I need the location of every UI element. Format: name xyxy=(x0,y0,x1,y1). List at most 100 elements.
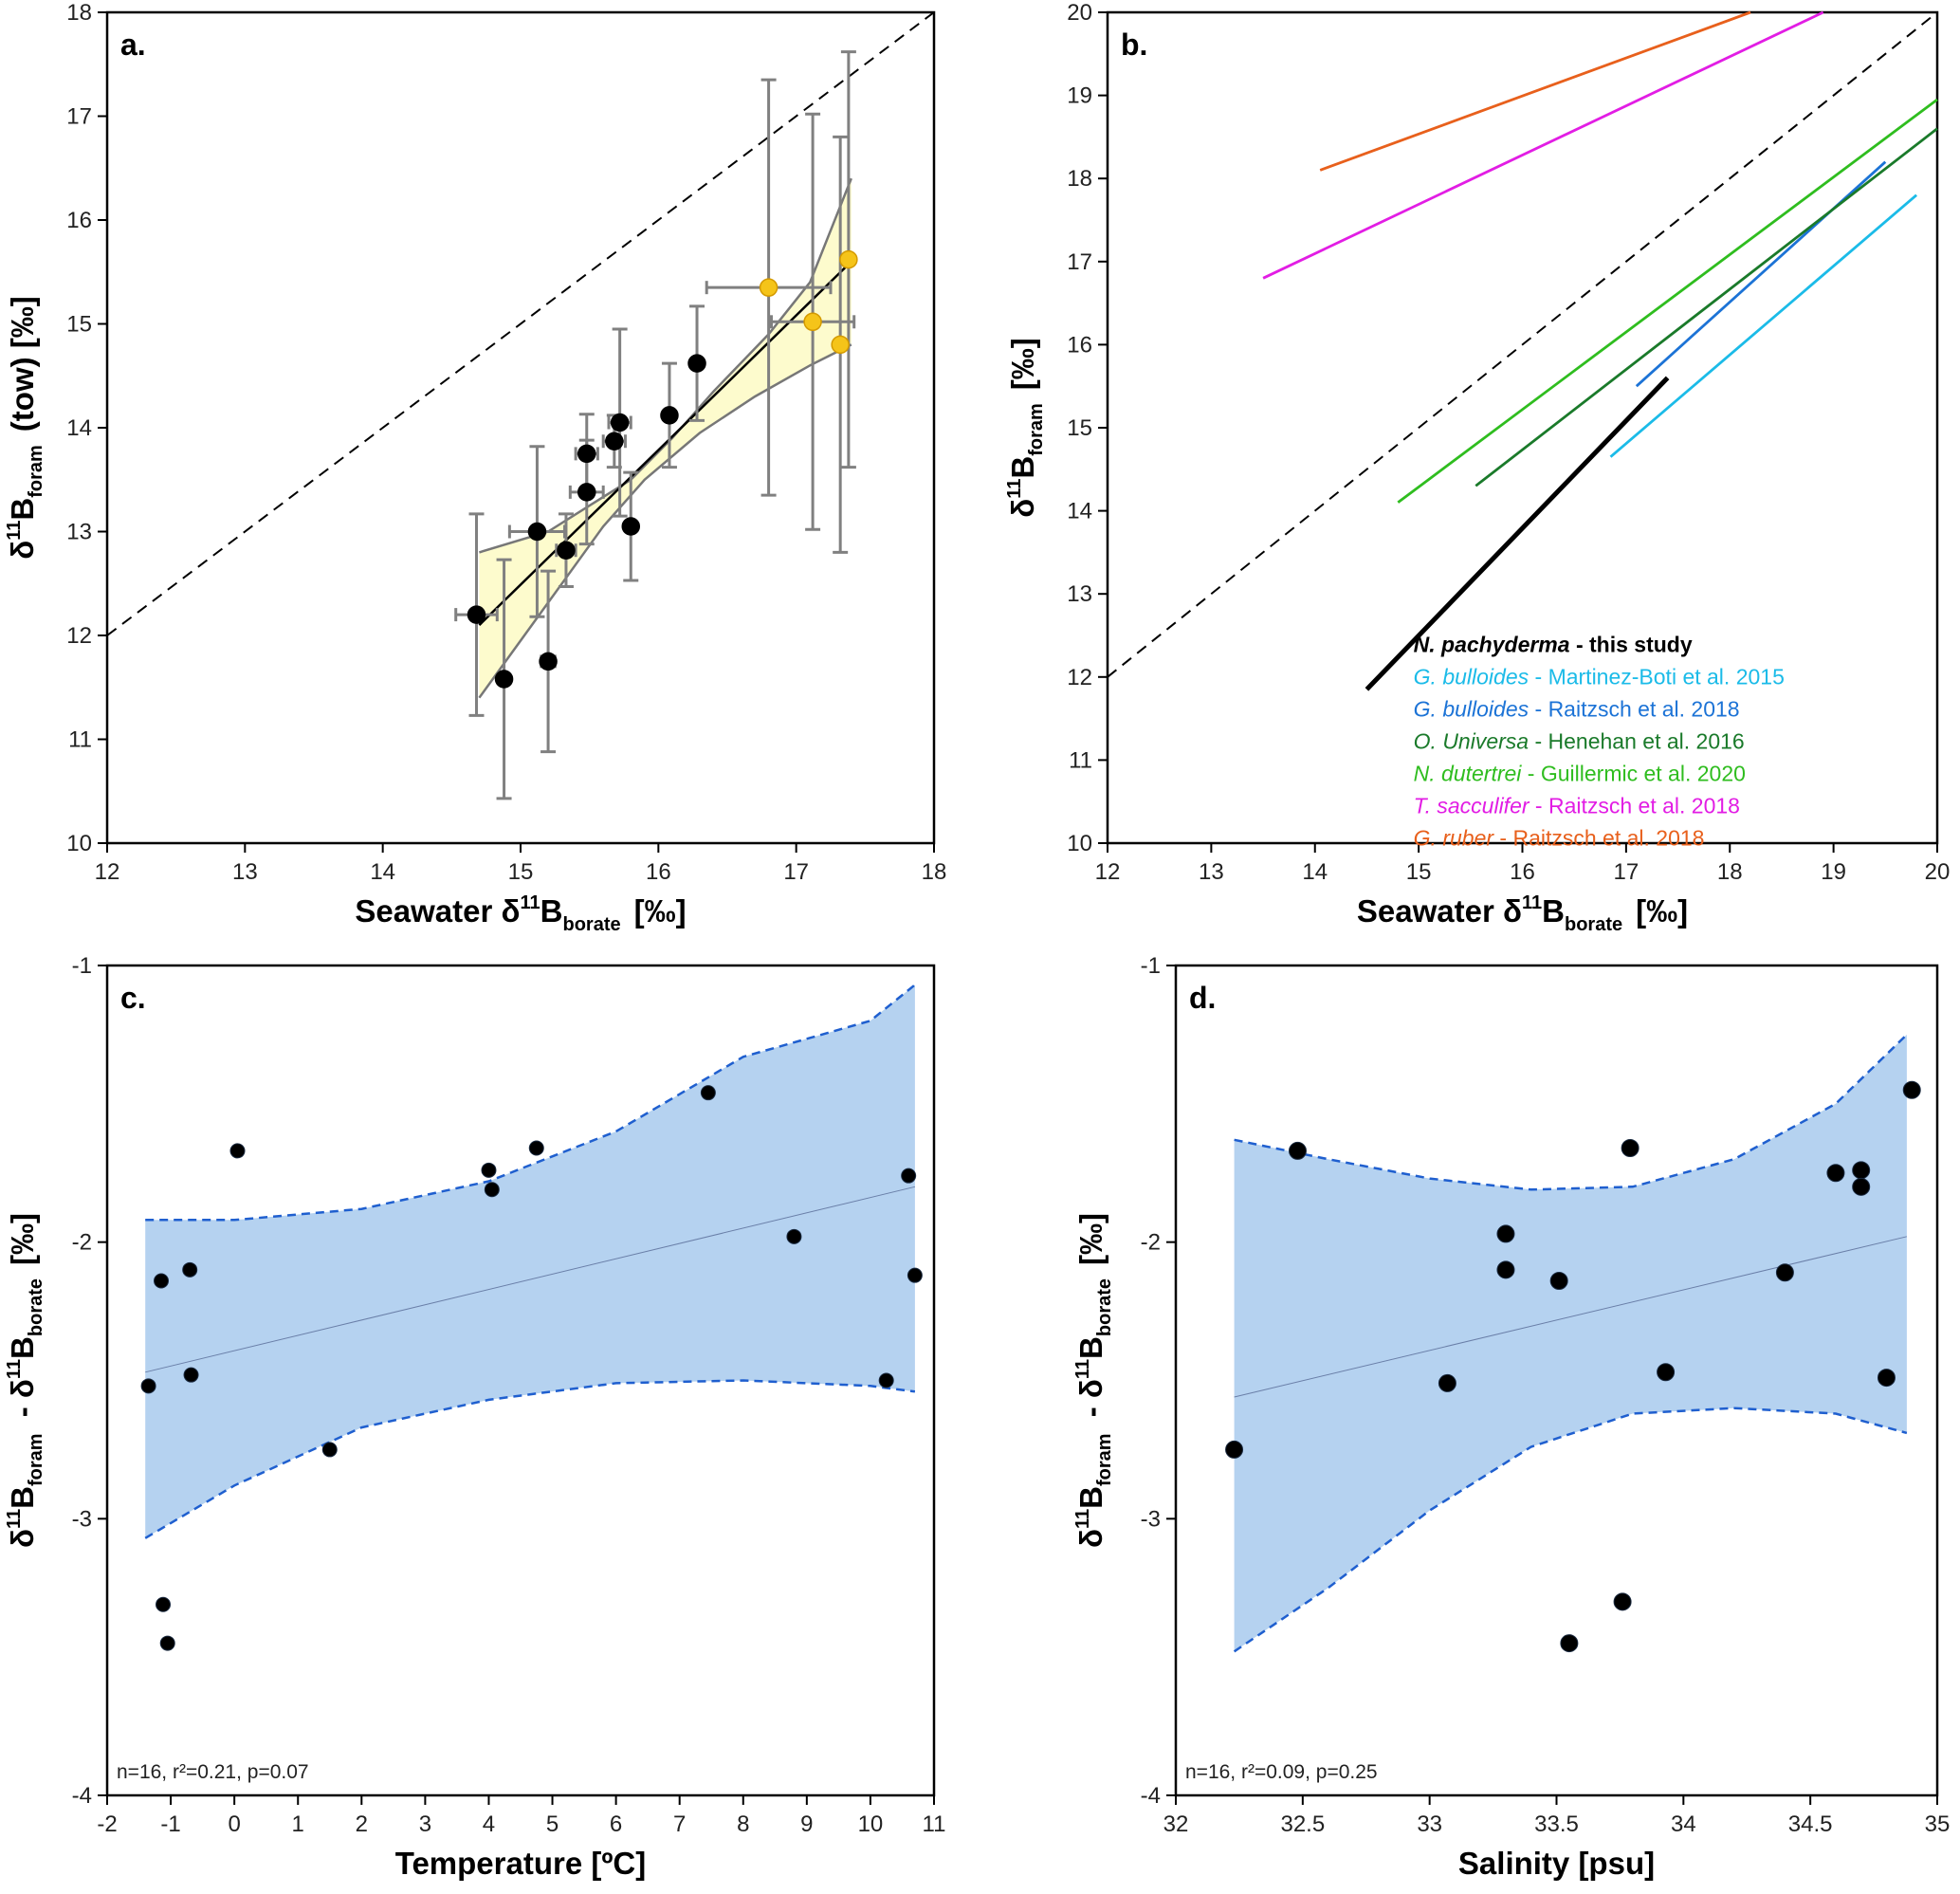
panel-label: d. xyxy=(1189,981,1216,1015)
y-tick-label: 18 xyxy=(66,0,92,26)
panel-label: b. xyxy=(1121,28,1147,62)
label-part: foram xyxy=(1094,1433,1115,1486)
label-part: B xyxy=(5,1486,40,1509)
label-part: Salinity [psu] xyxy=(1458,1846,1655,1881)
label-part: B xyxy=(5,1336,40,1359)
y-tick-label: 10 xyxy=(66,831,92,856)
y-tick-label: 18 xyxy=(1067,166,1092,192)
legend-source: - this study xyxy=(1570,633,1693,657)
data-point xyxy=(687,354,706,373)
x-tick-label: 18 xyxy=(922,859,947,885)
x-axis-label: Seawater δ11Bborate [‰] xyxy=(1357,892,1688,935)
legend-source: - Raitzsch et al. 2018 xyxy=(1530,794,1740,818)
data-point xyxy=(577,444,596,464)
label-part: Seawater δ xyxy=(1357,893,1522,929)
y-tick-label: 15 xyxy=(66,312,92,338)
x-tick-label: 33.5 xyxy=(1534,1811,1579,1837)
data-point xyxy=(229,1143,246,1159)
x-axis-label: Salinity [psu] xyxy=(1458,1846,1655,1881)
x-axis-label: Temperature [ºC] xyxy=(395,1846,646,1881)
y-tick-label: -4 xyxy=(1141,1783,1161,1809)
data-point xyxy=(839,249,858,269)
legend-source: - Guillermic et al. 2020 xyxy=(1521,762,1745,786)
x-tick-label: 11 xyxy=(923,1811,946,1837)
x-tick-label: 15 xyxy=(1406,859,1432,885)
x-tick-label: 33 xyxy=(1417,1811,1442,1837)
data-point xyxy=(610,413,630,432)
label-part: 11 xyxy=(1522,892,1542,913)
data-point xyxy=(1496,1260,1515,1279)
y-tick-label: 11 xyxy=(68,727,92,753)
label-part: 11 xyxy=(4,1509,25,1529)
label-part: 11 xyxy=(4,1359,25,1379)
label-part: 11 xyxy=(1004,479,1025,499)
confidence-band-upper xyxy=(1234,1034,1908,1191)
label-part: δ xyxy=(1005,499,1040,518)
data-point xyxy=(1826,1164,1845,1183)
legend-species: G. ruber xyxy=(1414,826,1495,851)
series-line xyxy=(1365,376,1670,691)
series-line xyxy=(1635,160,1887,388)
data-point xyxy=(700,1085,716,1101)
data-point xyxy=(528,1140,544,1156)
label-part: B xyxy=(1542,893,1565,929)
data-point xyxy=(907,1267,923,1283)
panel-b: 12 13 14 15 16 17 18 19 20 10 11 12 13 14 15 16 17 18 19 20… xyxy=(1004,0,1950,935)
x-tick-label: 19 xyxy=(1821,859,1846,885)
x-tick-label: 34.5 xyxy=(1788,1811,1833,1837)
data-point xyxy=(159,1635,175,1651)
label-part: B xyxy=(1073,1486,1108,1509)
data-point xyxy=(1288,1141,1307,1160)
data-point xyxy=(494,670,514,689)
label-part: δ xyxy=(5,541,40,560)
x-tick-label: 8 xyxy=(737,1811,749,1837)
data-point xyxy=(183,1367,199,1383)
label-part: - δ xyxy=(5,1379,40,1425)
stats-annotation: n=16, r²=0.21, p=0.07 xyxy=(117,1761,309,1783)
y-tick-label: -3 xyxy=(72,1506,92,1532)
label-part: δ xyxy=(1073,1529,1108,1548)
label-part: [‰] xyxy=(1636,893,1688,929)
y-tick-label: 17 xyxy=(66,104,92,130)
regression-line xyxy=(478,260,852,626)
plot-frame xyxy=(105,964,936,1797)
x-tick-label: 35 xyxy=(1925,1811,1951,1837)
x-tick-label: 4 xyxy=(483,1811,495,1837)
x-tick-label: 0 xyxy=(228,1811,240,1837)
confidence-band xyxy=(145,984,915,1538)
label-part: 11 xyxy=(4,521,25,541)
legend-entry: G. bulloides - Martinez-Boti et al. 2015 xyxy=(1414,665,1785,690)
data-point xyxy=(1438,1373,1456,1392)
x-tick-label: 15 xyxy=(508,859,534,885)
legend-entry: T. sacculifer - Raitzsch et al. 2018 xyxy=(1414,794,1740,818)
label-part: Seawater δ xyxy=(355,893,520,929)
x-tick-label: 12 xyxy=(95,859,120,885)
y-tick-label: -1 xyxy=(72,953,92,979)
data-point xyxy=(467,605,486,624)
y-tick-label: 13 xyxy=(66,520,92,545)
data-point xyxy=(182,1261,198,1278)
data-point xyxy=(539,652,558,671)
legend-source: - Martinez-Boti et al. 2015 xyxy=(1529,665,1785,690)
confidence-band-lower xyxy=(1233,1407,1908,1653)
label-part: B xyxy=(1005,456,1040,479)
x-tick-label: 5 xyxy=(546,1811,559,1837)
x-tick-label: 16 xyxy=(1510,859,1535,885)
series-line xyxy=(1319,10,1751,172)
data-point xyxy=(786,1228,802,1244)
data-point xyxy=(321,1442,338,1458)
label-part: B xyxy=(5,498,40,521)
x-tick-label: 14 xyxy=(370,859,395,885)
stats-annotation: n=16, r²=0.09, p=0.25 xyxy=(1185,1761,1378,1783)
y-axis-label: δ11Bforam - δ11Bborate[‰] xyxy=(4,1213,46,1548)
panel-a: 12 13 14 15 16 17 18 10 11 12 13 14 15 16 17 18 a. Seawat… xyxy=(4,0,946,935)
data-point xyxy=(803,312,822,332)
legend-species: N. pachyderma xyxy=(1414,633,1570,657)
y-axis-label: δ11Bforam [‰] xyxy=(1004,338,1047,518)
y-tick-label: 12 xyxy=(1067,665,1092,690)
y-tick-label: 20 xyxy=(1067,0,1092,26)
x-tick-label: 6 xyxy=(610,1811,622,1837)
legend-entry: O. Universa - Henehan et al. 2016 xyxy=(1414,729,1745,754)
panel-d: 32 32.5 33 33.5 34 34.5 35 -4 -3 -2 -1 d. Salinity [… xyxy=(1072,953,1950,1881)
